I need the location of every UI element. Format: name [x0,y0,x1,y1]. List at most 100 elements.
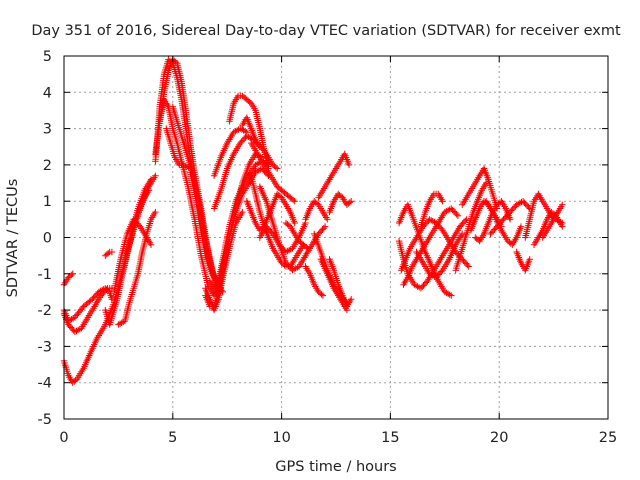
y-tick-label: 2 [43,158,52,174]
data-point [172,58,179,66]
y-tick-label: -1 [38,267,52,283]
data-point [103,286,110,293]
y-tick-label: 0 [43,231,52,247]
data-point [453,211,460,218]
data-point [318,291,325,298]
data-track-34 [326,190,355,216]
data-point [69,270,76,277]
data-point [324,216,331,223]
data-point [115,321,122,328]
data-point [448,292,455,299]
data-point [73,327,80,335]
data-point [345,161,353,169]
data-point [463,216,470,223]
data-point [321,223,329,230]
data-point [233,127,241,134]
data-point [441,288,448,296]
x-tick-label: 25 [599,430,617,446]
data-point [465,263,472,270]
y-tick-label: 1 [43,194,52,210]
data-point [522,200,529,208]
x-tick-label: 10 [272,430,290,446]
data-point [460,219,468,226]
data-point [526,256,533,263]
data-track-1 [60,285,116,336]
data-point [438,225,445,232]
data-track-29 [302,263,327,299]
data-track-22 [239,114,281,172]
data-point [76,326,83,333]
data-track-28 [282,219,311,252]
data-point [95,288,102,296]
data-track-47 [487,198,533,238]
data-track-33 [315,150,353,201]
y-axis-label: SDTVAR / TECUs [5,179,21,298]
data-track-35 [326,256,355,310]
y-tick-label: -5 [38,412,52,428]
data-point [294,264,301,271]
data-point [291,198,298,205]
data-point [290,196,297,204]
data-point [152,208,159,216]
data-markers [60,56,566,386]
chart-title: Day 351 of 2016, Sidereal Day-to-day VTE… [31,23,621,39]
data-point [521,199,528,206]
data-point [346,199,353,206]
data-point [268,229,275,236]
data-point [239,208,246,216]
data-track-25 [247,172,307,270]
data-point [108,248,116,256]
data-point [464,261,471,269]
data-point [272,164,279,171]
data-point [319,292,327,299]
data-point [439,198,446,205]
data-point [242,128,249,135]
data-point [252,161,259,169]
data-point [147,241,155,248]
data-point [428,217,435,224]
y-tick-label: 5 [43,49,52,65]
data-point [79,304,86,312]
data-track-24 [243,190,298,234]
data-track-4 [102,248,116,259]
data-track-30 [302,198,331,223]
data-point [518,198,525,206]
data-point [506,216,514,223]
x-tick-label: 15 [381,430,399,446]
data-track-48 [513,248,533,274]
data-point [497,219,505,226]
data-track-46 [482,198,525,248]
data-track-50 [530,208,566,248]
data-point [348,296,355,303]
data-track-7 [115,208,159,328]
data-point [291,219,298,227]
data-point [422,279,430,286]
data-point [517,223,525,230]
data-point [274,165,281,172]
data-point [68,316,75,323]
axis-ticks: 0 5 10 15 20 25 -5 -4 -3 -2 -1 0 1 2 3 4 5 [38,49,618,446]
data-point [280,245,287,253]
data-point [105,250,112,257]
data-point [286,247,293,254]
data-track-20 [210,125,250,179]
x-tick-label: 0 [59,430,68,446]
data-point [513,201,520,208]
data-point [428,271,435,278]
data-point [304,245,311,252]
y-tick-label: -4 [38,376,52,392]
data-point [441,208,448,216]
data-point [459,220,466,227]
data-point [245,133,252,140]
y-tick-label: 3 [43,122,52,138]
data-point [450,208,458,215]
y-tick-label: 4 [43,85,52,101]
data-track-42 [452,179,490,274]
data-point [459,230,466,238]
data-point [147,176,155,183]
data-track-51 [539,201,566,241]
x-axis-label: GPS time / hours [275,459,396,475]
data-track-23 [247,139,298,205]
